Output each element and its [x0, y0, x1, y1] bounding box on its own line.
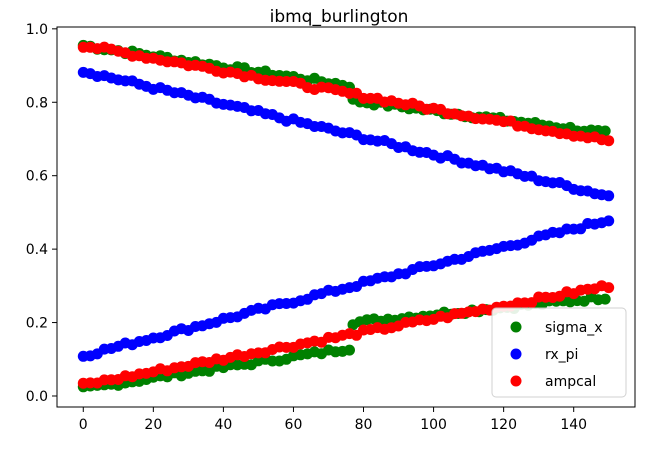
- data-point-sigma-x: [344, 344, 355, 356]
- y-tick-label: 0.8: [26, 95, 48, 111]
- x-tick-label: 100: [420, 417, 447, 433]
- y-tick-label: 1.0: [26, 22, 48, 38]
- x-tick-label: 120: [490, 417, 517, 433]
- x-tick-label: 60: [285, 417, 303, 433]
- data-point-sigma-x: [599, 125, 611, 137]
- plot-frame: [56, 26, 636, 408]
- data-point-ampcal: [603, 282, 615, 294]
- legend-label-rx-pi: rx_pi: [545, 347, 578, 363]
- legend-marker-ampcal: [510, 375, 522, 387]
- data-point-rx-pi: [603, 190, 615, 202]
- x-tick-label: 140: [560, 417, 587, 433]
- x-tick-label: 20: [144, 417, 162, 433]
- y-tick-label: 0.0: [26, 389, 48, 405]
- legend-label-sigma-x: sigma_x: [545, 320, 603, 336]
- chart-title: ibmq_burlington: [270, 7, 409, 27]
- data-point-ampcal: [603, 135, 615, 147]
- x-tick-label: 80: [355, 417, 373, 433]
- legend: sigma_x rx_pi ampcal: [491, 307, 627, 398]
- legend-box: [491, 307, 627, 398]
- data-point-rx-pi: [603, 215, 615, 227]
- legend-marker-sigma-x: [510, 321, 522, 333]
- data-point-sigma-x: [599, 293, 611, 305]
- y-tick-label: 0.2: [26, 316, 48, 332]
- plot-points: [77, 39, 615, 393]
- x-tick-label: 40: [214, 417, 232, 433]
- y-tick-label: 0.4: [26, 242, 48, 258]
- y-axis: 0.0 0.2 0.4 0.6 0.8 1.0: [26, 22, 57, 405]
- legend-label-ampcal: ampcal: [545, 374, 596, 390]
- y-tick-label: 0.6: [26, 169, 48, 185]
- x-axis: 0 20 40 60 80 100 120 140: [79, 407, 587, 433]
- legend-marker-rx-pi: [510, 348, 522, 360]
- x-tick-label: 0: [79, 417, 88, 433]
